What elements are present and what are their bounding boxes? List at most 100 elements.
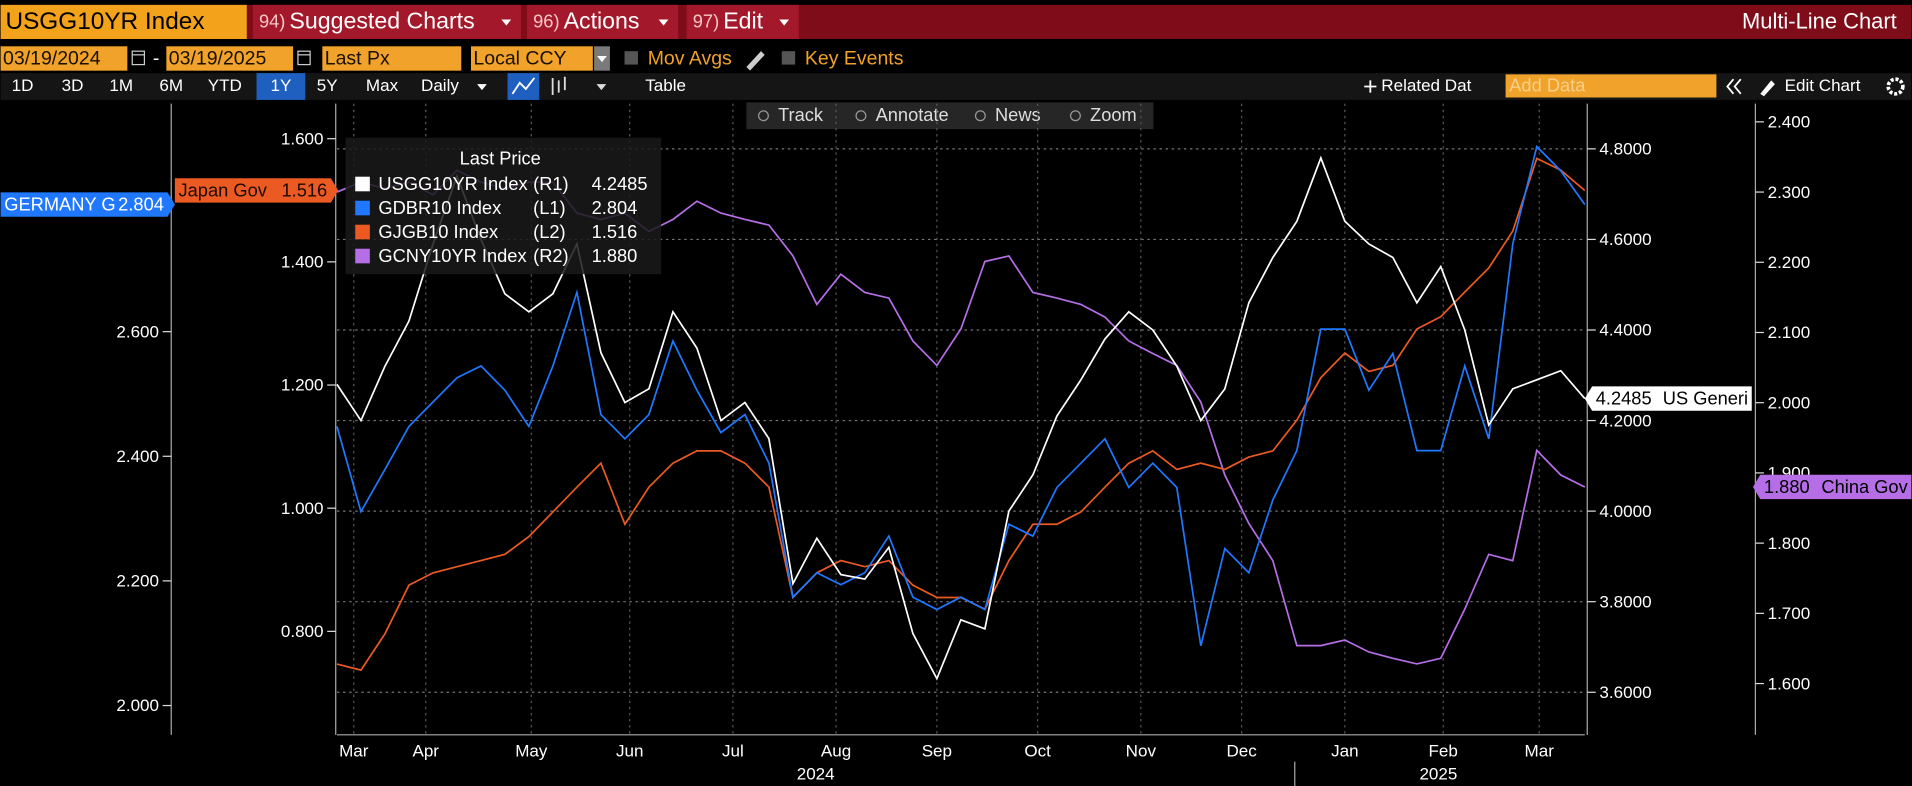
legend-name: GDBR10 Index [378, 197, 501, 218]
period-button[interactable]: 1M [109, 76, 133, 95]
tag-name: Japan Gov [179, 179, 268, 200]
legend-value: 4.2485 [592, 173, 648, 194]
x-tick-label: Nov [1126, 741, 1157, 760]
dropdown-arrow [597, 56, 607, 63]
checkbox[interactable] [624, 51, 638, 65]
y-tick-label: 1.800 [1768, 534, 1811, 553]
legend-axis: (R2) [533, 245, 569, 266]
menu-label[interactable]: Edit [723, 8, 763, 34]
add-data-input[interactable] [1505, 74, 1717, 98]
menu-button[interactable] [686, 4, 799, 39]
legend-axis: (R1) [533, 173, 569, 194]
tag-value: 2.804 [118, 194, 164, 215]
x-tick-label: Aug [821, 741, 851, 760]
period-button[interactable]: Max [366, 76, 399, 95]
period-button[interactable]: YTD [208, 76, 242, 95]
currency-box[interactable] [470, 46, 593, 71]
toggle-label[interactable]: Mov Avgs [648, 47, 732, 69]
x-tick-label: Mar [1525, 741, 1555, 760]
frequency[interactable]: Daily [421, 76, 459, 95]
period-button[interactable]: 6M [159, 76, 183, 95]
menu-label[interactable]: Actions [564, 8, 640, 34]
period-button[interactable]: 1Y [270, 76, 291, 95]
period-button[interactable]: 3D [62, 76, 84, 95]
period-button[interactable]: 5Y [317, 76, 338, 95]
period-selected [256, 73, 306, 100]
collapse-icon [1726, 78, 1742, 95]
tool-icon [757, 110, 769, 122]
edit-chart[interactable]: Edit Chart [1785, 76, 1861, 95]
dropdown-arrow [779, 19, 790, 26]
x-tick-label: Sep [922, 741, 952, 760]
dropdown-arrow [658, 19, 669, 26]
x-tick-label: Jun [616, 741, 644, 760]
y-tick-label: 2.000 [1768, 393, 1811, 412]
price-field[interactable]: Last Px [325, 47, 390, 69]
ticker[interactable]: USGG10YR Index [5, 8, 204, 35]
y-tick-label: 1.200 [281, 376, 324, 395]
y-tick-label: 4.2000 [1599, 411, 1651, 430]
end-date[interactable]: 03/19/2025 [169, 47, 267, 69]
toggle-label[interactable]: Key Events [805, 47, 904, 69]
y-tick-label: 0.800 [281, 622, 324, 641]
related-data[interactable]: Related Dat [1381, 76, 1471, 95]
tag-background [174, 178, 339, 203]
chart-tool[interactable]: News [995, 104, 1041, 125]
currency[interactable]: Local CCY [473, 47, 566, 69]
y-tick-label: 4.0000 [1599, 502, 1651, 521]
legend-name: GCNY10YR Index [378, 245, 526, 266]
menu-button[interactable] [252, 4, 521, 39]
menu-label[interactable]: Suggested Charts [289, 8, 474, 34]
tool-icon [1069, 110, 1081, 122]
y-tick-label: 2.300 [1768, 183, 1811, 202]
series-line [336, 144, 1586, 646]
y-tick-label: 2.600 [116, 322, 159, 341]
gear-icon[interactable] [1886, 77, 1905, 96]
y-tick-label: 4.4000 [1599, 321, 1651, 340]
value-tag: Japan Gov 1.516 [174, 178, 339, 203]
tag-value: 1.880 [1764, 476, 1810, 497]
menu-number[interactable]: 96) [533, 10, 559, 31]
pencil-icon [1760, 80, 1775, 97]
start-date-box[interactable] [0, 46, 128, 71]
chart-tools-bar [746, 102, 1154, 130]
legend-value: 1.880 [592, 245, 638, 266]
y-tick-label: 2.200 [1768, 253, 1811, 272]
plus-icon [1364, 80, 1377, 93]
menu-number[interactable]: 94) [259, 10, 285, 31]
tag-name: China Gov [1821, 476, 1908, 497]
legend-box [345, 137, 662, 275]
series-line [336, 155, 1586, 681]
value-tag: 4.2485 US Generi [1584, 386, 1752, 411]
chart-tool[interactable]: Track [778, 104, 824, 125]
y-tick-label: 4.8000 [1599, 140, 1651, 159]
y-tick-label: 2.400 [116, 447, 159, 466]
x-tick-label: Dec [1226, 741, 1257, 760]
ticker-box[interactable] [0, 4, 247, 39]
x-tick-label: Jul [722, 741, 744, 760]
y-tick-label: 1.400 [281, 253, 324, 272]
x-tick-label: Oct [1024, 741, 1051, 760]
legend-name: USGG10YR Index [378, 173, 527, 194]
checkbox[interactable] [781, 51, 796, 65]
chart-tool[interactable]: Annotate [876, 104, 949, 125]
y-tick-label: 1.700 [1768, 604, 1811, 623]
start-date[interactable]: 03/19/2024 [3, 47, 101, 69]
add-data-placeholder[interactable]: Add Data [1509, 74, 1586, 95]
menu-button[interactable] [527, 4, 679, 39]
end-date-box[interactable] [166, 46, 294, 71]
value-tag: 1.880 China Gov [1752, 474, 1912, 500]
date-separator: - [153, 47, 160, 69]
tag-name: GERMANY G [4, 194, 115, 215]
dropdown-arrow [501, 19, 512, 26]
chart-tool[interactable]: Zoom [1090, 104, 1137, 125]
period-button[interactable]: 1D [12, 76, 34, 95]
line-chart-icon [511, 77, 536, 95]
menu-number[interactable]: 97) [693, 10, 719, 31]
legend-value: 1.516 [592, 221, 638, 242]
table-button[interactable]: Table [645, 76, 686, 95]
price-field-box[interactable] [322, 46, 462, 71]
y-tick-label: 1.000 [281, 499, 324, 518]
legend-swatch [355, 224, 370, 240]
